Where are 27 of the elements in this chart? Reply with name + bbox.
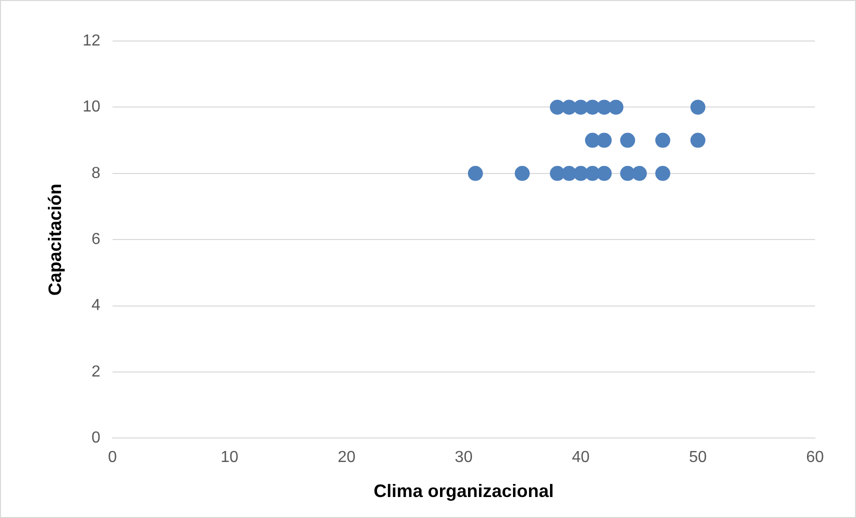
y-tick-label: 12 (82, 32, 100, 50)
point (690, 132, 706, 148)
y-tick-label: 4 (91, 297, 100, 314)
y-tick-label: 10 (82, 98, 100, 116)
point (632, 166, 647, 181)
x-tick-label: 40 (572, 449, 590, 466)
point (655, 132, 670, 148)
x-tick-label: 60 (806, 449, 824, 466)
point (655, 166, 670, 181)
point (596, 166, 612, 181)
y-tick-label: 0 (91, 430, 100, 447)
point (608, 100, 624, 115)
x-tick-label: 10 (220, 449, 238, 466)
point (468, 166, 483, 181)
point (690, 100, 706, 115)
y-axis-title: Capacitación (44, 184, 65, 296)
x-tick-label: 50 (689, 449, 707, 466)
point (514, 166, 530, 181)
x-tick-label: 20 (338, 449, 356, 466)
x-tick-label: 0 (108, 449, 117, 466)
x-tick-label: 30 (454, 449, 473, 466)
point (620, 132, 636, 148)
y-tick-label: 2 (91, 363, 100, 380)
y-tick-label: 8 (91, 164, 100, 182)
x-axis-title: Clima organizacional (374, 481, 554, 502)
y-tick-label: 6 (91, 231, 100, 248)
point (596, 132, 612, 148)
